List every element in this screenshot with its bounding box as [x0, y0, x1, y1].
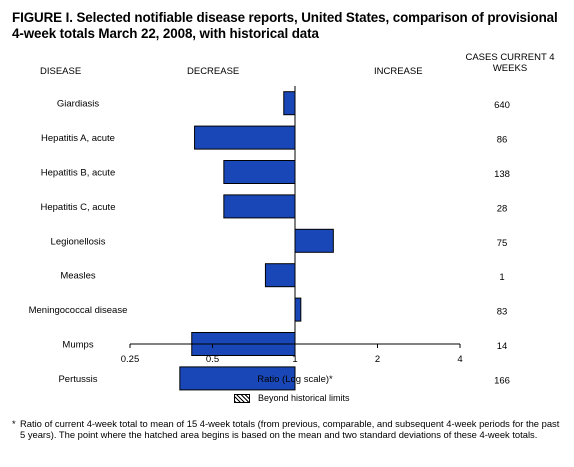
category-label: Hepatitis A, acute [41, 133, 115, 144]
ratio-bar [294, 228, 334, 253]
ratio-bar [223, 160, 296, 184]
category-label: Hepatitis B, acute [41, 168, 115, 179]
hatched-legend-swatch [234, 394, 250, 403]
cases-value: 86 [497, 135, 508, 146]
cases-value: 14 [497, 341, 508, 352]
x-tick-label: 2 [375, 354, 380, 365]
category-label: Meningococcal disease [29, 305, 128, 316]
footnote-text: Ratio of current 4-week total to mean of… [20, 418, 560, 440]
cases-value: 83 [497, 307, 508, 318]
cases-column-header: CASES CURRENT 4 WEEKS [465, 52, 555, 74]
footnote-marker: * [12, 418, 16, 429]
category-label: Measles [60, 271, 96, 282]
cases-value: 138 [494, 169, 510, 180]
ratio-bar [283, 91, 296, 116]
cases-value: 75 [497, 238, 508, 249]
cases-value: 640 [494, 100, 510, 111]
cases-value: 28 [497, 203, 508, 214]
decrease-header: DECREASE [187, 66, 240, 77]
category-label: Pertussis [58, 374, 97, 385]
disease-column-header: DISEASE [40, 66, 82, 77]
category-label: Giardiasis [57, 99, 99, 110]
increase-header: INCREASE [374, 66, 423, 77]
cases-value: 1 [499, 272, 504, 283]
category-label: Hepatitis C, acute [41, 202, 116, 213]
category-label: Legionellosis [51, 236, 106, 247]
footnote: * Ratio of current 4-week total to mean … [12, 418, 564, 440]
figure-title: FIGURE I. Selected notifiable disease re… [12, 10, 558, 41]
ratio-bar [264, 263, 296, 288]
cases-value: 166 [494, 375, 510, 386]
legend-label: Beyond historical limits [258, 393, 350, 403]
x-tick-label: 0.5 [206, 354, 219, 365]
category-label: Mumps [62, 340, 93, 351]
x-tick-label: 1 [292, 354, 297, 365]
ratio-bar [223, 194, 296, 219]
x-tick-label: 0.25 [121, 354, 140, 365]
x-axis-label: Ratio (Log scale)* [257, 374, 333, 385]
ratio-bar [179, 366, 296, 391]
ratio-bar [194, 125, 296, 150]
ratio-bar [294, 297, 302, 322]
x-tick-label: 4 [457, 354, 462, 365]
